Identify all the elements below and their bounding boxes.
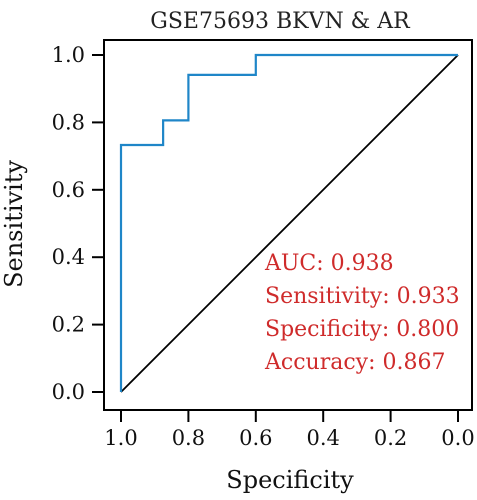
x-axis-title: Specificity [226, 466, 354, 494]
y-tick-label: 0.2 [52, 313, 85, 337]
auc-label: AUC: 0.938 [264, 251, 394, 276]
chart-title: GSE75693 BKVN & AR [150, 9, 411, 34]
sensitivity-label: Sensitivity: 0.933 [265, 284, 460, 309]
x-tick-labels: 1.0 0.8 0.6 0.4 0.2 0.0 [104, 426, 474, 450]
y-tick-labels: 0.0 0.2 0.4 0.6 0.8 1.0 [52, 43, 85, 404]
y-tick-label: 0.4 [52, 245, 85, 269]
x-tick-label: 0.6 [239, 426, 272, 450]
reference-diagonal-line [120, 54, 459, 393]
x-tick-label: 0.2 [374, 426, 407, 450]
x-tick-label: 0.0 [441, 426, 474, 450]
y-tick-label: 0.6 [52, 178, 85, 202]
y-tick-marks [92, 54, 104, 393]
y-tick-label: 0.0 [52, 380, 85, 404]
x-tick-label: 1.0 [104, 426, 137, 450]
specificity-label: Specificity: 0.800 [265, 317, 459, 342]
x-tick-label: 0.4 [306, 426, 339, 450]
x-tick-marks [120, 410, 459, 422]
roc-curve-line [119, 53, 458, 392]
metrics-annotation-block: AUC: 0.938 Sensitivity: 0.933 Specificit… [264, 251, 460, 375]
x-tick-label: 0.8 [172, 426, 205, 450]
plot-area-border [103, 39, 473, 411]
y-tick-label: 0.8 [52, 110, 85, 134]
y-tick-label: 1.0 [52, 43, 85, 67]
y-axis-title: Sensitivity [0, 160, 28, 288]
accuracy-label: Accuracy: 0.867 [264, 350, 445, 375]
